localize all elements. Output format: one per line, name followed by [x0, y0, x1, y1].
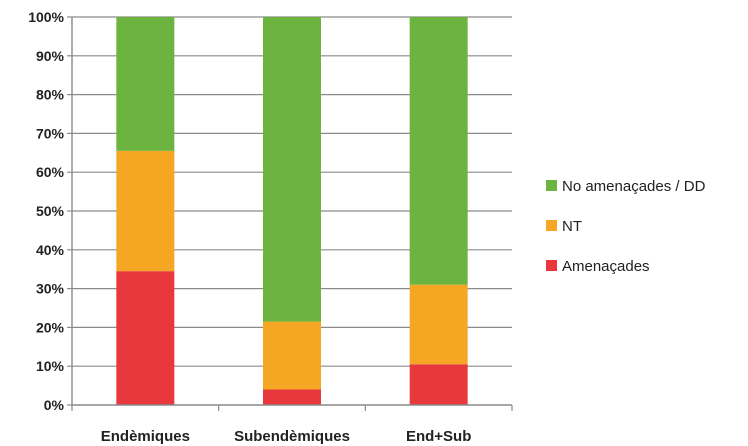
- bar-segment-no-amena-ades-dd: [263, 17, 321, 322]
- legend-swatch: [546, 180, 557, 191]
- bar-segment-nt: [116, 150, 175, 272]
- legend-label: NT: [562, 218, 582, 235]
- y-tick-label: 30%: [36, 281, 65, 297]
- y-tick-label: 10%: [36, 358, 65, 374]
- bar-segment-amena-ades: [116, 271, 175, 405]
- legend-label: No amenaçades / DD: [562, 178, 706, 195]
- x-tick-label: Subendèmiques: [234, 428, 350, 445]
- bar-segment-no-amena-ades-dd: [409, 17, 468, 285]
- legend: No amenaçades / DD NT Amenaçades: [546, 178, 706, 275]
- bar-segment-amena-ades: [263, 389, 321, 405]
- bar-segment-no-amena-ades-dd: [116, 17, 175, 151]
- legend-swatch: [546, 220, 557, 231]
- legend-label: Amenaçades: [562, 258, 650, 275]
- y-tick-label: 50%: [36, 203, 65, 219]
- x-axis-ticks: Endèmiques Subendèmiques End+Sub: [71, 405, 513, 445]
- bars: [116, 17, 468, 405]
- legend-swatch: [546, 260, 557, 271]
- y-tick-label: 80%: [36, 87, 65, 103]
- x-tick-label: End+Sub: [406, 428, 471, 445]
- bar-segment-nt: [263, 321, 321, 390]
- y-tick-label: 20%: [36, 319, 65, 335]
- y-tick-label: 90%: [36, 48, 65, 64]
- bar-segment-nt: [409, 284, 468, 365]
- y-tick-label: 60%: [36, 164, 65, 180]
- x-tick-label: Endèmiques: [101, 428, 190, 445]
- y-tick-label: 100%: [28, 9, 64, 25]
- y-tick-label: 70%: [36, 125, 65, 141]
- bar-segment-amena-ades: [409, 364, 468, 405]
- y-axis-ticks: 0% 10% 20% 30% 40% 50% 60% 70% 80% 90% 100%: [28, 9, 72, 413]
- y-tick-label: 0%: [44, 397, 65, 413]
- y-tick-label: 40%: [36, 242, 65, 258]
